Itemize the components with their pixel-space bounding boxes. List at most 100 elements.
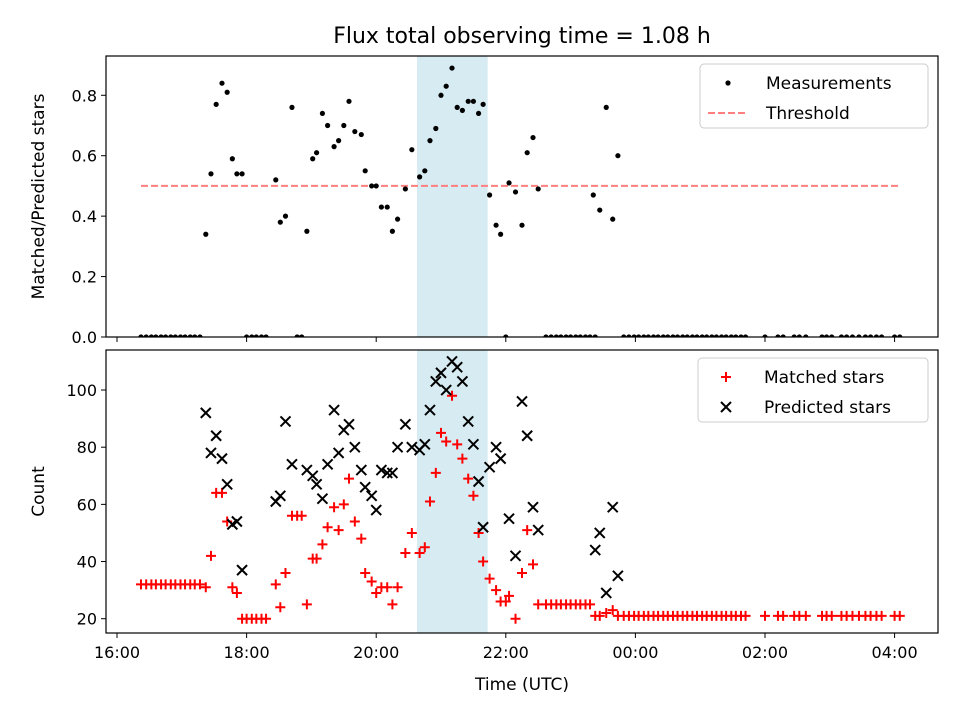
data-point [573, 334, 579, 337]
data-point [311, 553, 322, 564]
data-point [158, 334, 164, 337]
data-point [325, 122, 331, 129]
y-tick-label: 0.8 [72, 86, 97, 105]
data-point [506, 180, 512, 186]
data-point [205, 550, 216, 561]
data-point [873, 334, 880, 337]
plot-area [138, 56, 903, 337]
data-point [433, 125, 439, 132]
data-point [699, 334, 705, 337]
data-point [227, 582, 238, 593]
data-point [349, 516, 360, 527]
data-point [177, 334, 184, 337]
y-axis-label: Matched/Predicted stars [29, 93, 49, 299]
data-point [762, 334, 768, 337]
data-point [775, 334, 781, 337]
data-point [153, 334, 159, 337]
star-count-panel: 20 40 60 80 100 16:00 18:00 20:00 22:00 00:00 02:0… [29, 349, 939, 695]
data-point [733, 334, 739, 337]
data-point [438, 92, 444, 98]
data-point [316, 492, 329, 505]
data-point [359, 481, 371, 493]
data-point [400, 547, 411, 558]
x-tick-label: 22:00 [483, 643, 529, 662]
data-point [856, 334, 862, 337]
data-point [607, 501, 619, 513]
data-point [168, 334, 174, 337]
data-point [322, 522, 333, 533]
data-point [394, 216, 401, 222]
data-point [321, 458, 334, 471]
data-point [365, 490, 378, 502]
data-point [229, 156, 235, 162]
data-point [419, 438, 431, 451]
data-point [897, 334, 903, 337]
observing-window-span [417, 56, 488, 337]
legend-label: Predicted stars [764, 398, 891, 418]
data-point [310, 478, 323, 491]
figure-title: Flux total observing time = 1.08 h [333, 24, 711, 49]
data-point [594, 610, 605, 621]
data-point [371, 587, 382, 598]
x-axis-label: Time (UTC) [474, 675, 569, 695]
data-point [582, 334, 589, 337]
data-point [631, 334, 637, 337]
data-point [723, 334, 729, 337]
data-point [427, 138, 433, 144]
data-point [680, 334, 686, 337]
data-point [163, 334, 169, 337]
data-point [138, 334, 144, 337]
data-point [187, 334, 193, 337]
data-point [386, 467, 399, 479]
data-point [498, 231, 504, 237]
legend-label: Matched stars [764, 368, 884, 388]
data-point [375, 464, 388, 476]
data-point [454, 104, 460, 110]
data-point [436, 427, 447, 438]
data-point [356, 533, 367, 544]
data-point [477, 521, 489, 533]
data-point [182, 334, 188, 337]
series-predicted-stars [200, 355, 624, 599]
data-point [239, 171, 245, 177]
axes-frame [105, 349, 939, 634]
data-point [473, 527, 484, 538]
data-point [553, 334, 559, 337]
data-point [208, 171, 214, 177]
data-point [796, 334, 802, 337]
y-tick-label: 20 [77, 610, 97, 629]
y-tick-label: 60 [77, 495, 97, 514]
data-point [467, 438, 480, 451]
data-point [447, 390, 458, 401]
data-point [491, 585, 502, 596]
data-point [224, 89, 230, 95]
data-point [456, 375, 469, 388]
data-point [355, 464, 368, 476]
data-point [503, 512, 515, 525]
data-point [704, 334, 710, 337]
data-point [301, 599, 312, 610]
data-point [336, 138, 342, 144]
data-point [219, 80, 225, 86]
data-point [194, 579, 205, 590]
data-point [370, 504, 382, 516]
data-point [203, 231, 209, 237]
data-point [503, 334, 509, 337]
y-tick-label: 0.2 [72, 268, 97, 287]
data-point [319, 110, 326, 117]
data-point [236, 564, 248, 576]
data-point [487, 192, 493, 198]
data-point [738, 334, 744, 337]
legend-marker [720, 401, 732, 413]
data-point [381, 467, 393, 479]
data-point [590, 192, 596, 198]
data-point [728, 334, 734, 337]
data-point [234, 171, 240, 177]
data-point [713, 334, 719, 337]
data-point [740, 610, 751, 621]
series-matched-stars [135, 390, 905, 624]
data-point [709, 334, 715, 337]
data-point [338, 499, 349, 510]
data-point [406, 527, 417, 538]
data-point [778, 610, 789, 621]
